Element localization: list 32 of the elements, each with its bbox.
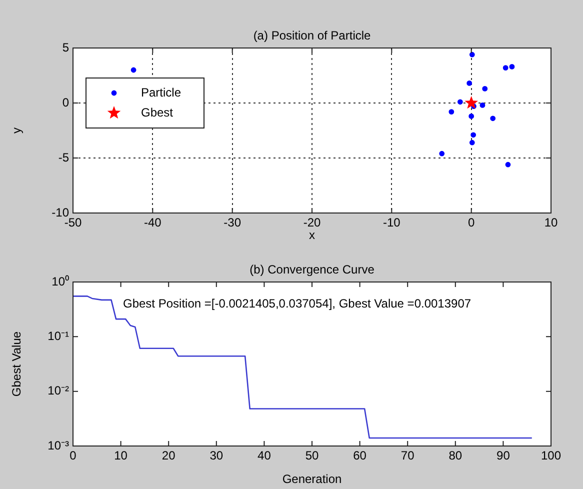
x-tick-label: 10 [114, 448, 128, 463]
y-tick-label: 10⁻¹ [48, 328, 70, 343]
x-tick-label: -30 [224, 216, 242, 230]
annotation: Gbest Position =[-0.0021405,0.037054], Gbest Value =0.0013907 [123, 296, 472, 310]
x-tick-label: 10 [544, 216, 558, 230]
y-axis-title: y [10, 128, 24, 134]
legend-label: Gbest [141, 105, 174, 120]
x-tick-label: 90 [496, 448, 510, 463]
chart-title: (b) Convergence Curve [250, 262, 375, 276]
x-axis-title: x [309, 228, 315, 242]
legend-label: Particle [141, 85, 182, 100]
x-tick-label: 70 [400, 448, 415, 463]
y-tick-label: 5 [62, 40, 70, 54]
y-tick-label: 0 [62, 95, 70, 110]
y-tick-label: 10⁻³ [48, 438, 70, 452]
x-tick-label: 80 [448, 448, 462, 463]
x-tick-label: 40 [258, 448, 272, 463]
chart-title: (a) Position of Particle [253, 28, 372, 42]
x-tick-label: 30 [210, 448, 224, 463]
x-tick-label: 60 [353, 448, 367, 463]
x-tick-label: 0 [468, 216, 475, 230]
x-tick-label: -20 [303, 216, 321, 230]
y-axis-title: Gbest Value [10, 331, 24, 397]
x-tick-label: -40 [144, 216, 162, 230]
x-tick-label: -10 [382, 216, 401, 230]
x-axis-title: Generation [282, 472, 342, 486]
y-tick-label: -5 [58, 150, 70, 164]
x-tick-label: 50 [305, 448, 319, 463]
y-tick-label: 10⁰ [52, 274, 69, 288]
x-tick-label: 20 [162, 448, 176, 463]
x-tick-label: 100 [540, 448, 562, 463]
y-tick-label: 10⁻² [48, 384, 70, 398]
